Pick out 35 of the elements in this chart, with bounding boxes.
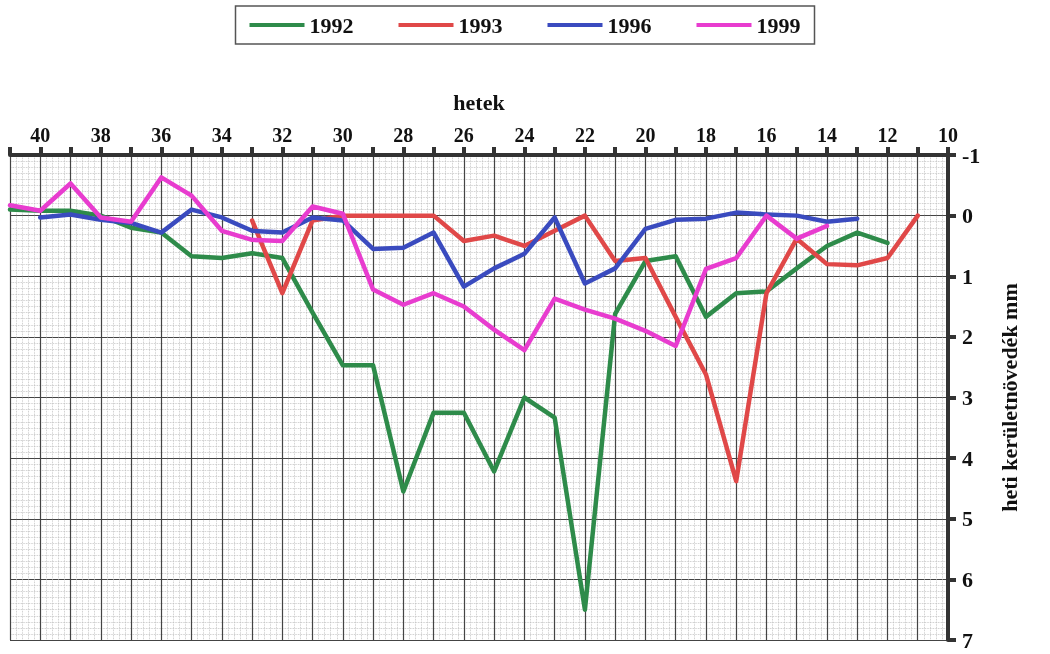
x-tick-label: 12 — [877, 124, 898, 146]
x-tick-label: 20 — [635, 124, 656, 146]
x-tick-label: 36 — [151, 124, 172, 146]
y-tick-label: 7 — [962, 627, 973, 653]
x-tick-label: 24 — [514, 124, 535, 146]
y-tick-label: 0 — [962, 203, 973, 229]
y-tick-label: 2 — [962, 324, 973, 350]
line-series — [7, 175, 830, 353]
x-tick-label: 32 — [272, 124, 293, 146]
line-series — [7, 207, 890, 612]
legend-label: 1992 — [309, 12, 354, 38]
x-axis-title: hetek — [453, 89, 506, 115]
x-tick-label: 30 — [332, 124, 353, 146]
legend-label: 1996 — [607, 12, 652, 38]
x-tick-label: 28 — [393, 124, 414, 146]
x-tick-label: 34 — [211, 124, 232, 146]
y-tick-label: 6 — [962, 566, 973, 592]
x-tick-label: 10 — [938, 124, 958, 146]
line-series — [249, 213, 920, 484]
x-tick-label: 40 — [30, 124, 51, 146]
x-tick-label: 18 — [695, 124, 716, 146]
y-axis-title: heti kerületnövedék mm — [996, 283, 1022, 512]
line-series — [38, 207, 860, 289]
y-tick-label: -1 — [962, 142, 981, 168]
y-tick-label: 5 — [962, 506, 973, 532]
y-tick-label: 4 — [962, 445, 973, 471]
legend-label: 1993 — [458, 12, 503, 38]
x-tick-label: 22 — [574, 124, 595, 146]
x-tick-label: 38 — [90, 124, 111, 146]
y-tick-label: 1 — [962, 263, 973, 289]
x-tick-label: 26 — [453, 124, 474, 146]
x-tick-label: 14 — [816, 124, 837, 146]
legend-label: 1999 — [756, 12, 801, 38]
y-tick-label: 3 — [962, 385, 973, 410]
x-tick-label: 16 — [756, 124, 777, 146]
